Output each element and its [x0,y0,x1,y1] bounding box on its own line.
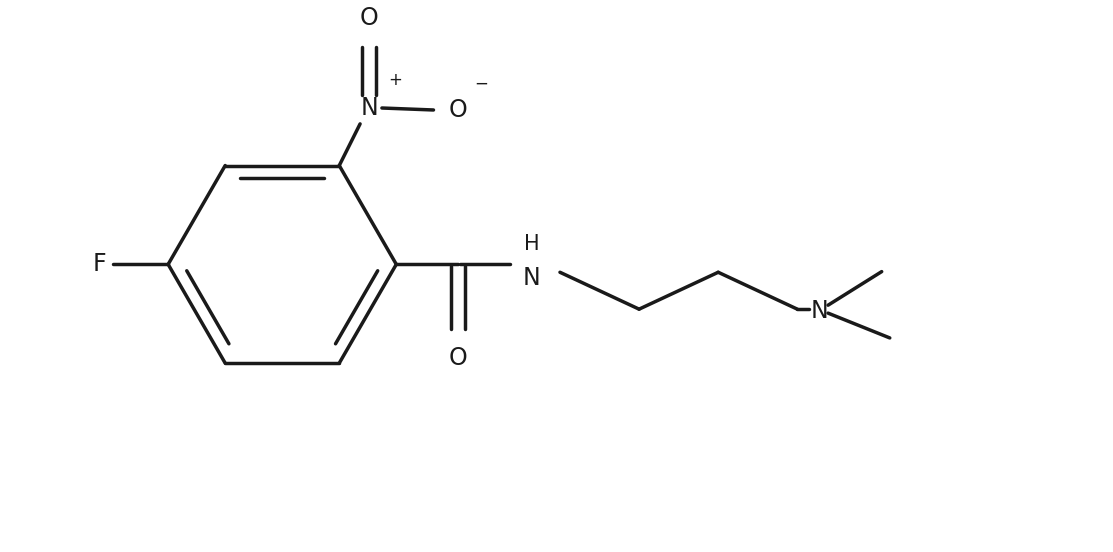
Text: O: O [449,98,467,122]
Text: O: O [359,6,378,30]
Text: H: H [524,235,540,254]
Text: O: O [449,346,467,370]
Text: N: N [361,96,378,120]
Text: F: F [93,252,107,277]
Text: N: N [522,266,540,290]
Text: +: + [387,71,402,89]
Text: −: − [474,74,487,92]
Text: N: N [810,299,828,323]
